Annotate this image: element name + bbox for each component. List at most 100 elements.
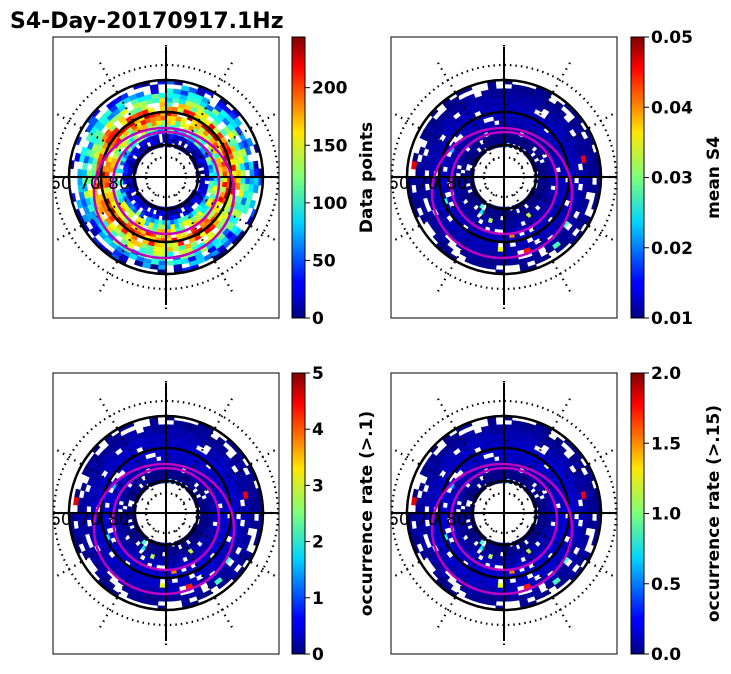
heatmap-cell (551, 516, 557, 523)
axes-frame (52, 36, 280, 319)
heatmap-cell (233, 116, 243, 127)
heatmap-cell (91, 163, 97, 172)
lat-label: 80 (108, 174, 130, 194)
colorbar-tick-label: 200 (312, 79, 348, 99)
axes-frame (390, 36, 618, 319)
heatmap-cell (117, 168, 124, 174)
heatmap-cell (464, 592, 474, 601)
heatmap-cell (165, 596, 174, 602)
heatmap-cell (169, 224, 176, 230)
heatmap-cell (591, 168, 598, 178)
colorbar-label: Data points (357, 122, 377, 233)
lat-label: 60 (50, 510, 72, 530)
heatmap-cell (554, 244, 565, 254)
colorbar-tick-label: 0.01 (651, 309, 693, 329)
colorbar-tick-label: 2 (312, 533, 324, 553)
heatmap-cell (149, 599, 159, 606)
heatmap-cell (418, 146, 426, 156)
heatmap-cell (72, 512, 79, 522)
heatmap-cell (537, 505, 544, 511)
heatmap-cell (208, 504, 215, 510)
heatmap-cell (487, 263, 497, 270)
heatmap-cell (158, 260, 167, 266)
heatmap-cell (244, 146, 252, 156)
colorbar-tick-label: 1.0 (651, 505, 681, 525)
heatmap-cell (507, 219, 513, 226)
lat-label: 60 (388, 510, 410, 530)
lat-label: 70 (417, 174, 439, 194)
heatmap-cell (169, 551, 174, 557)
heatmap-cell (165, 424, 174, 430)
colorbar-tick-label: 4 (312, 420, 324, 440)
heatmap-cell (573, 499, 579, 508)
heatmap-cell (169, 215, 174, 221)
heatmap-cell (253, 504, 260, 514)
heatmap-cell (252, 184, 259, 194)
colorbar-tick-label: 3 (312, 476, 324, 496)
heatmap-cell (173, 88, 182, 95)
heatmap-cell (249, 512, 255, 521)
heatmap-cell (503, 260, 512, 266)
heatmap-cell (168, 546, 174, 553)
heatmap-cell (80, 482, 88, 492)
colorbar-tick-label: 1.5 (651, 434, 681, 454)
colorbar-tick-label: 0 (312, 309, 324, 329)
heatmap-cell (487, 599, 497, 606)
heatmap-cell (488, 456, 496, 463)
heatmap-cell (253, 168, 260, 178)
panel-occurrence-rate-0.1: 60 70 80 0 1 2 3 4 5 occurrence rate (>.1) (50, 364, 377, 665)
heatmap-cell (158, 469, 163, 475)
auroral-oval-outer (430, 126, 574, 260)
colorbar-tick-label: 0.5 (651, 575, 681, 595)
heatmap-cell (496, 133, 501, 139)
colorbar (291, 36, 306, 319)
colorbar-tick-label: 50 (312, 251, 336, 271)
heatmap-cell (249, 505, 255, 514)
heatmap-cell (411, 496, 418, 506)
heatmap-cell (199, 169, 206, 175)
heatmap-cell (94, 569, 104, 580)
heatmap-cell (506, 210, 512, 217)
colorbar-tick-label: 0 (312, 645, 324, 665)
heatmap-cell (221, 166, 228, 173)
lat-label: 60 (388, 174, 410, 194)
panel-data-points: 60 70 80 0 50 100 150 200 Data points (52, 36, 377, 329)
heatmap-cell (503, 424, 512, 430)
panel-mean-s4: 60 70 80 0.01 0.02 0.03 0.04 0.05 mean S4 (388, 28, 724, 329)
lat-label: 80 (446, 174, 468, 194)
heatmap-cell (496, 260, 505, 266)
heatmap-cell (507, 551, 512, 557)
heatmap-cell (546, 168, 553, 174)
heatmap-cell (542, 505, 548, 510)
heatmap-cell (169, 560, 176, 566)
heatmap-cell (507, 215, 512, 221)
colorbar-tick-label: 100 (312, 194, 348, 214)
auroral-oval-outer (92, 126, 236, 260)
heatmap-cell (573, 182, 579, 191)
heatmap-cell (219, 444, 229, 454)
heatmap-cell (168, 210, 174, 217)
heatmap-cell (525, 591, 535, 599)
heatmap-cell (507, 224, 514, 230)
panel-occurrence-rate-0.15: 60 70 80 0.0 0.5 1.0 1.5 2.0 occurrence rate (>.… (388, 364, 724, 665)
colorbar-tick-label: 0.05 (651, 28, 693, 48)
heatmap-cell (126, 592, 136, 601)
heatmap-cell (208, 168, 215, 174)
heatmap-cell (573, 518, 579, 527)
auroral-oval-inner (111, 130, 221, 236)
heatmap-cell (546, 504, 553, 510)
heatmap-cell (410, 176, 417, 186)
colorbar-tick-label: 0.04 (651, 98, 693, 118)
heatmap-cell (496, 88, 505, 94)
heatmap-cell (587, 169, 593, 178)
lat-label: 70 (417, 510, 439, 530)
heatmap-cell (455, 504, 462, 510)
heatmap-cell (496, 473, 502, 480)
heatmap-cell (199, 505, 206, 511)
auroral-oval-inner (449, 130, 559, 236)
heatmap-cell (496, 424, 505, 430)
heatmap-cell (252, 160, 259, 170)
lat-label: 80 (446, 510, 468, 530)
colorbar-tick-label: 150 (312, 136, 348, 156)
heatmap-cell (249, 176, 255, 185)
